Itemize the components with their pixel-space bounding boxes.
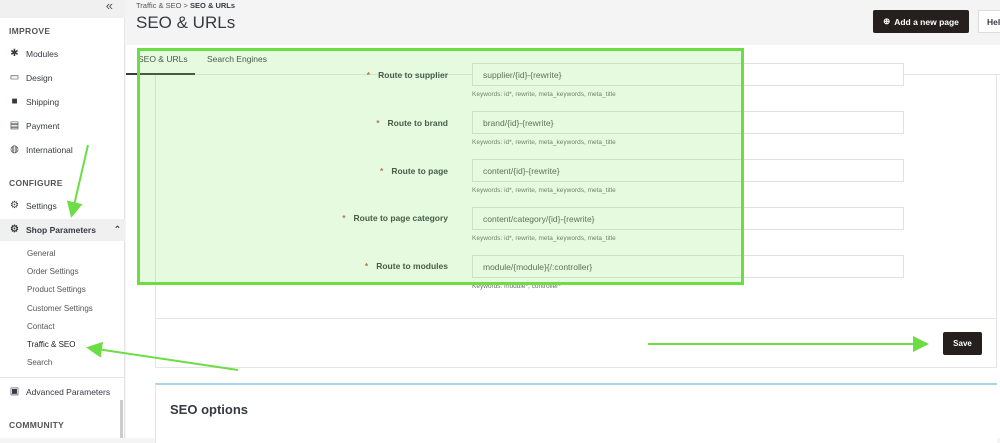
section-improve: IMPROVE [9,26,51,36]
subitem-product-settings[interactable]: Product Settings [27,285,86,294]
sidebar-item-design[interactable]: ▭ Design [9,72,53,83]
tab-search-engines[interactable]: Search Engines [207,54,268,64]
route-supplier-input[interactable]: supplier/{id}-{rewrite} [472,63,904,86]
route-modules-input[interactable]: module/{module}{/:controller} [472,255,904,278]
sidebar: « IMPROVE ✱ Modules ▭ Design ■ Shipping ▤ Pa… [0,0,125,438]
route-brand-input[interactable]: brand/{id}-{rewrite} [472,111,904,134]
label: Advanced Parameters [26,386,111,397]
label: Add a new page [894,16,959,27]
route-keywords: Keywords: module*, controller* [472,283,561,290]
route-label: * Route to page category [342,213,448,223]
sidebar-item-shop-parameters[interactable]: ⚙ Shop Parameters ⌃ [9,224,121,235]
seo-options-card: SEO options [155,383,997,443]
arrow-to-shop-parameters [66,144,89,218]
breadcrumb: Traffic & SEO > SEO & URLs [136,1,235,10]
arrow-to-traffic-seo [86,341,239,371]
label: Modules [26,48,59,59]
route-keywords: Keywords: id*, rewrite, meta_keywords, m… [472,235,616,242]
label-text: Route to page category [353,213,448,223]
puzzle-icon: ✱ [10,48,19,59]
subitem-search[interactable]: Search [27,358,53,367]
required-mark: * [364,261,369,271]
active-highlight [0,219,125,241]
page-title: SEO & URLs [136,13,236,32]
save-button[interactable]: Save [943,332,982,355]
breadcrumb-separator: > [183,1,188,10]
route-label: * Route to brand [376,118,448,128]
required-mark: * [380,166,384,176]
label: Shop Parameters [26,224,96,235]
sidebar-item-settings[interactable]: ⚙ Settings [9,200,57,211]
label: Design [26,72,53,83]
subitem-general[interactable]: General [27,249,56,258]
label-text: Route to page [391,166,448,176]
required-mark: * [366,70,371,80]
sidebar-item-international[interactable]: ◍ International [9,144,73,155]
route-label: * Route to supplier [367,70,448,80]
sidebar-item-advanced-parameters[interactable]: ▣ Advanced Parameters [9,386,110,397]
gear-icon: ⚙ [10,200,19,211]
breadcrumb-current: SEO & URLs [190,1,236,10]
breadcrumb-parent[interactable]: Traffic & SEO [136,1,182,10]
sidebar-item-shipping[interactable]: ■ Shipping [9,96,59,107]
subitem-traffic-seo[interactable]: Traffic & SEO [27,340,76,349]
card-footer-divider [155,318,997,319]
label: Settings [26,200,57,211]
label: Shipping [26,96,60,107]
route-keywords: Keywords: id*, rewrite, meta_keywords, m… [472,139,616,146]
route-keywords: Keywords: id*, rewrite, meta_keywords, m… [472,91,616,98]
label-text: Route to supplier [378,70,448,80]
route-label: * Route to page [380,166,448,176]
route-keywords: Keywords: id*, rewrite, meta_keywords, m… [472,187,616,194]
plus-circle-icon: ⊕ [883,16,891,26]
section-configure: CONFIGURE [9,178,63,188]
chevron-up-icon: ⌃ [113,224,121,234]
sidebar-item-payment[interactable]: ▤ Payment [9,120,60,131]
highlight-box [137,48,744,285]
subitem-contact[interactable]: Contact [27,322,55,331]
route-page-category-input[interactable]: content/category/{id}-{rewrite} [472,207,904,230]
help-button[interactable]: Help [978,10,1000,33]
route-page-input[interactable]: content/{id}-{rewrite} [472,159,904,182]
label-text: Route to brand [387,118,448,128]
route-label: * Route to modules [365,261,448,271]
subitem-order-settings[interactable]: Order Settings [27,267,79,276]
credit-card-icon: ▤ [9,120,20,131]
subitem-customer-settings[interactable]: Customer Settings [27,304,93,313]
section-community: COMMUNITY [9,420,65,430]
sidebar-item-modules[interactable]: ✱ Modules [9,48,58,59]
required-mark: * [376,118,380,128]
sidebar-scrollbar[interactable] [120,400,123,438]
label-text: Route to modules [376,261,448,271]
advanced-icon: ▣ [9,386,20,397]
label: International [26,144,73,155]
add-new-page-button[interactable]: ⊕ Add a new page [873,10,969,33]
label: Payment [26,120,60,131]
monitor-icon: ▭ [9,72,20,83]
active-tab-indicator [126,73,195,75]
seo-options-title: SEO options [170,402,248,417]
gear-icon: ⚙ [10,224,19,235]
tab-seo-urls[interactable]: SEO & URLs [138,54,188,64]
required-mark: * [342,213,346,223]
globe-icon: ◍ [10,144,19,155]
collapse-sidebar-icon[interactable]: « [0,0,125,18]
truck-icon: ■ [11,96,18,107]
divider [0,377,125,378]
